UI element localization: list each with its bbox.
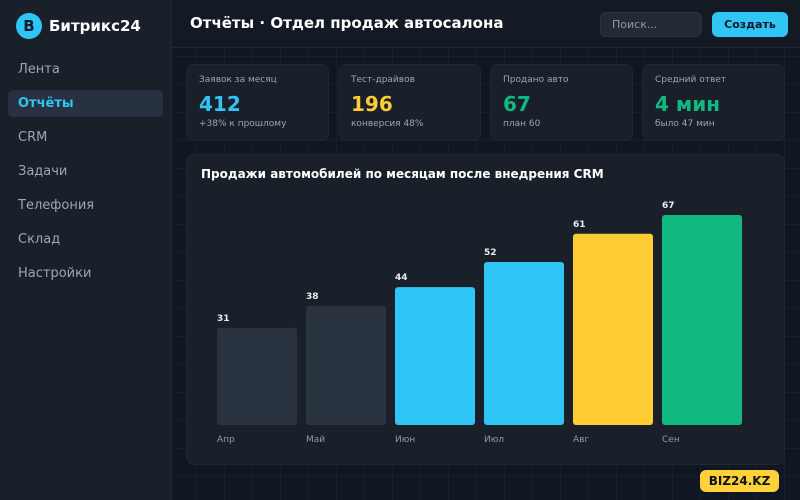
kpi-label: Средний ответ: [655, 75, 727, 85]
bar-value-label: 61: [573, 220, 586, 230]
x-tick-label: Апр: [217, 435, 235, 445]
top-header: Отчёты · Отдел продаж автосалона Создать: [172, 0, 800, 48]
create-button[interactable]: Создать: [712, 12, 788, 37]
biz24-watermark: BIZ24.KZ: [700, 470, 779, 492]
kpi-note: было 47 мин: [655, 119, 715, 129]
bar-Апр[interactable]: [217, 327, 297, 425]
kpi-label: Заявок за месяц: [199, 75, 277, 85]
kpi-note: +38% к прошлому: [199, 119, 287, 129]
sidebar-nav: Лента Отчёты CRM Задачи Телефония Склад …: [8, 56, 163, 294]
kpi-note: конверсия 48%: [351, 119, 424, 129]
sidebar-item-feed[interactable]: Лента: [18, 62, 60, 77]
bar-value-label: 52: [484, 248, 497, 258]
bar-value-label: 38: [306, 292, 319, 302]
sidebar-item-telephony[interactable]: Телефония: [18, 198, 95, 213]
kpi-card-test-drives: Тест-драйвов 196 конверсия 48%: [338, 64, 481, 141]
kpi-label: Продано авто: [503, 75, 569, 85]
kpi-card-avg-response: Средний ответ 4 мин было 47 мин: [642, 64, 785, 141]
x-tick-label: Май: [306, 435, 325, 445]
x-tick-label: Июн: [395, 435, 415, 445]
kpi-label: Тест-драйвов: [351, 75, 415, 85]
bar-value-label: 44: [395, 273, 408, 283]
sales-chart-card: Продажи автомобилей по месяцам после вне…: [186, 154, 785, 465]
sidebar-item-warehouse[interactable]: Склад: [18, 232, 61, 247]
kpi-value: 412: [199, 92, 241, 116]
kpi-value: 196: [351, 92, 393, 116]
sidebar-item-tasks[interactable]: Задачи: [18, 164, 68, 179]
sidebar-item-settings[interactable]: Настройки: [18, 266, 92, 281]
page-title: Отчёты · Отдел продаж автосалона: [190, 14, 504, 32]
chart-title: Продажи автомобилей по месяцам после вне…: [201, 167, 604, 181]
kpi-value: 67: [503, 92, 531, 116]
sidebar-item-reports[interactable]: Отчёты: [8, 90, 163, 117]
bar-Июн[interactable]: [395, 287, 475, 425]
kpi-note: план 60: [503, 119, 541, 129]
bar-Авг[interactable]: [573, 233, 653, 425]
brand-name: Битрикс24: [49, 17, 141, 35]
kpi-card-cars-sold: Продано авто 67 план 60: [490, 64, 633, 141]
bar-value-label: 67: [662, 201, 675, 211]
x-tick-label: Авг: [573, 435, 589, 445]
sidebar-item-crm[interactable]: CRM: [18, 130, 48, 145]
x-tick-label: Июл: [484, 435, 504, 445]
search-input[interactable]: [600, 12, 702, 37]
bar-value-label: 31: [217, 314, 230, 324]
sidebar: B Битрикс24 Лента Отчёты CRM Задачи Теле…: [0, 0, 172, 500]
sales-bar-chart: 31 Апр 38 Май 44 Июн 52 Июл 61 Авг 67 Сен: [217, 201, 742, 445]
x-tick-label: Сен: [662, 435, 680, 445]
kpi-card-requests: Заявок за месяц 412 +38% к прошлому: [186, 64, 329, 141]
bar-Июл[interactable]: [484, 262, 564, 425]
bitrix-logo-icon: B: [16, 13, 42, 39]
bar-Май[interactable]: [306, 305, 386, 425]
brand[interactable]: B Битрикс24: [16, 13, 141, 39]
kpi-value: 4 мин: [655, 92, 721, 116]
bar-Сен[interactable]: [662, 215, 742, 425]
